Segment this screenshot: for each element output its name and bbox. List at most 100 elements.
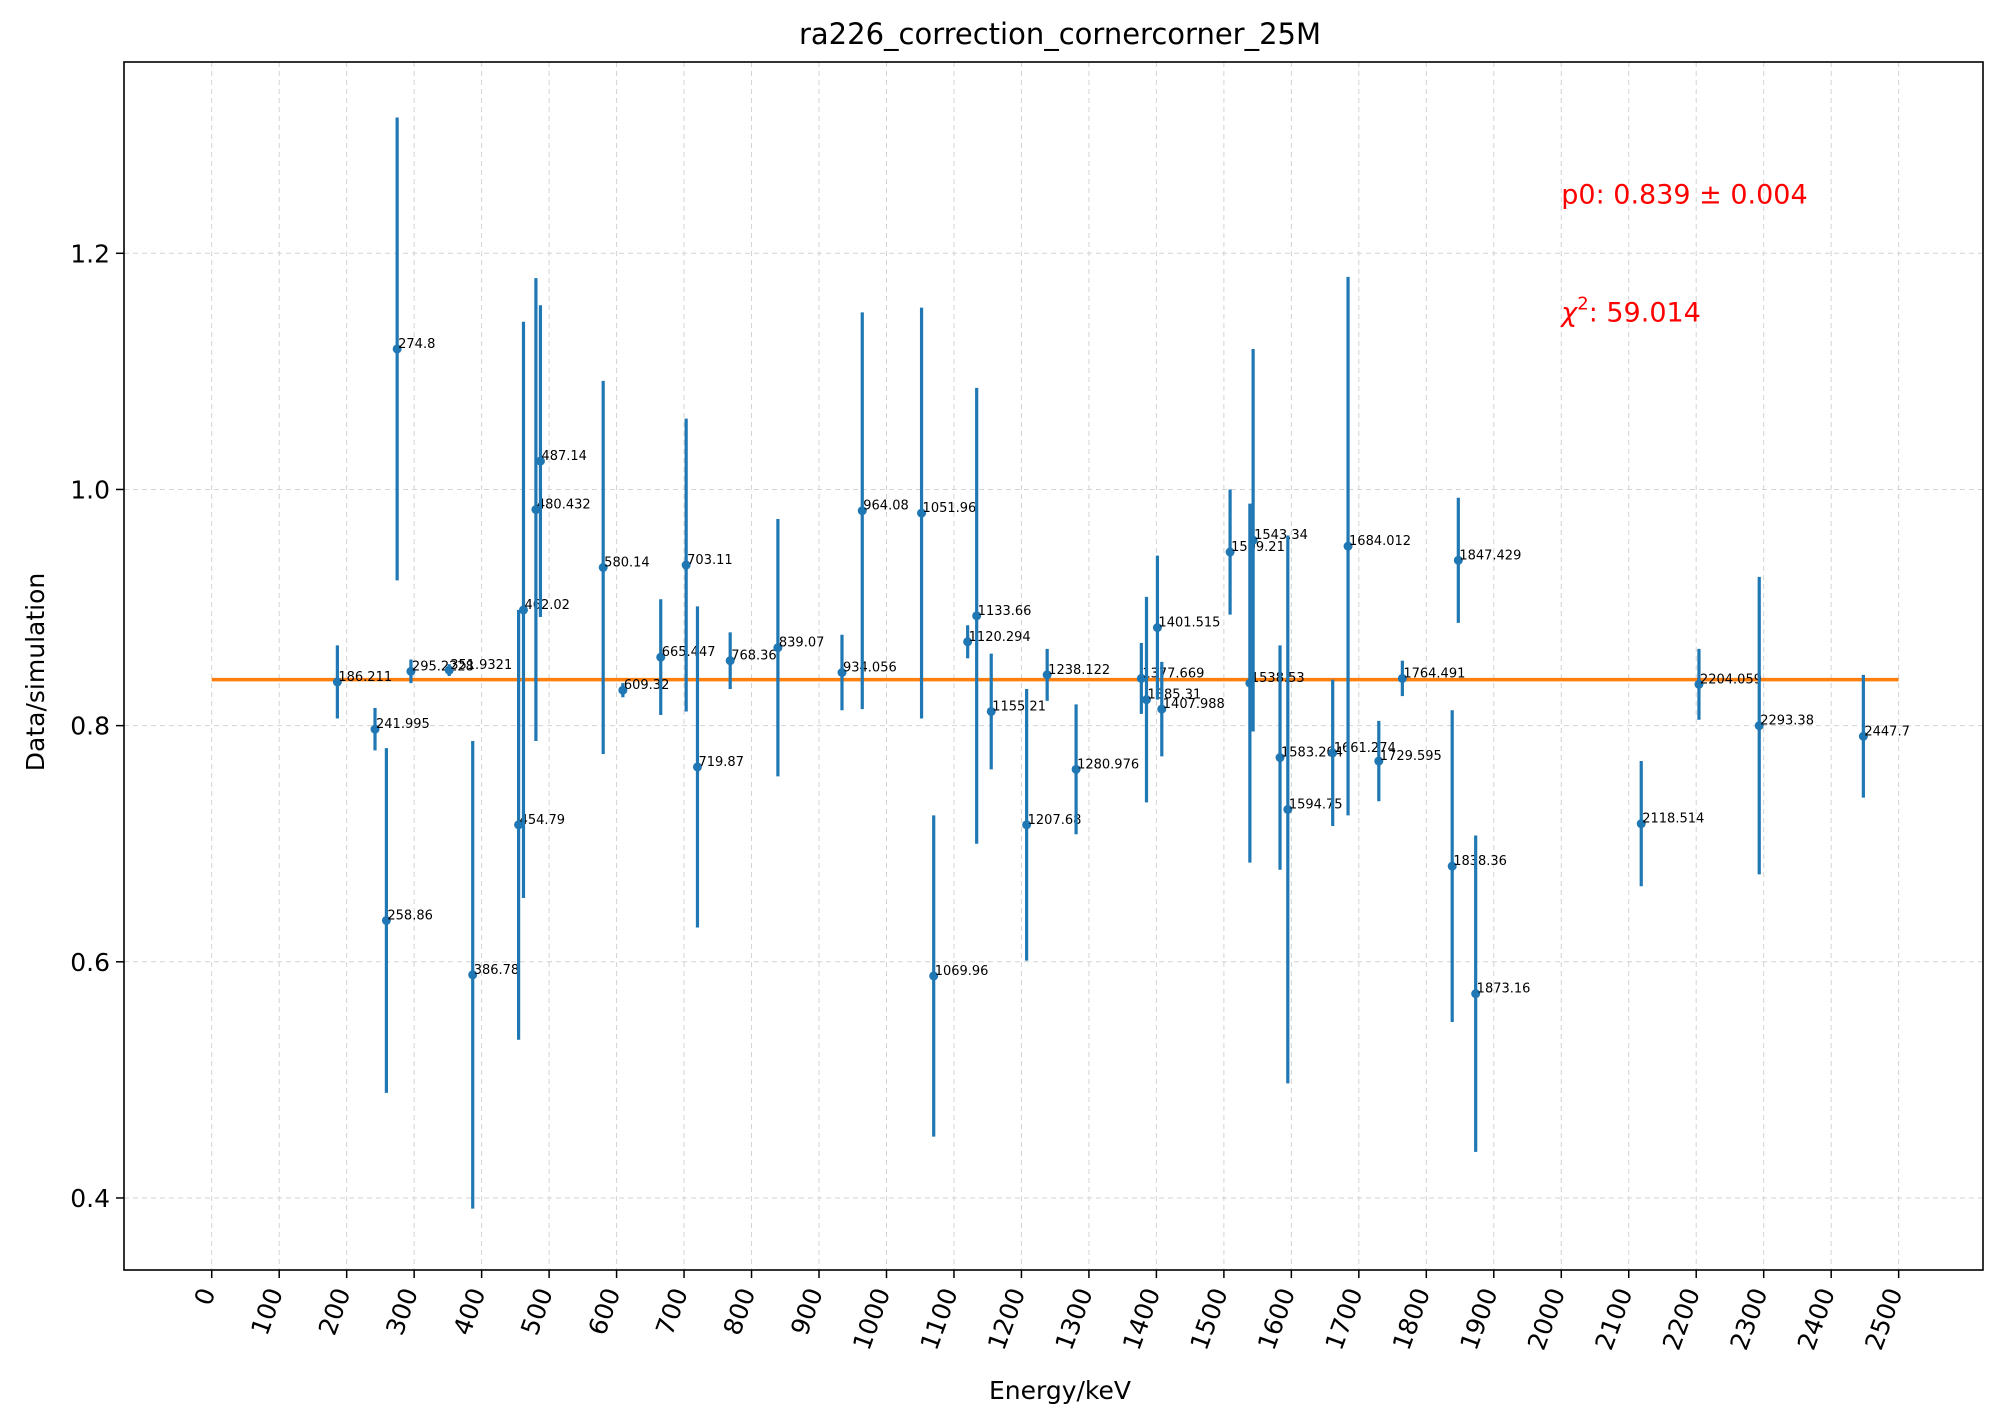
data-point bbox=[1022, 820, 1032, 830]
data-point bbox=[444, 665, 454, 675]
y-tick-label: 0.8 bbox=[70, 712, 110, 741]
point-label: 487.14 bbox=[541, 449, 587, 464]
point-label: 1847.429 bbox=[1459, 548, 1521, 563]
point-label: 480.432 bbox=[537, 498, 591, 513]
data-point bbox=[972, 611, 982, 621]
data-point bbox=[468, 970, 478, 980]
data-point bbox=[1248, 535, 1258, 545]
data-point bbox=[406, 666, 416, 676]
point-label: 1280.976 bbox=[1077, 757, 1139, 772]
point-label: 462.02 bbox=[524, 598, 570, 613]
data-point bbox=[1275, 753, 1285, 763]
data-point bbox=[518, 605, 528, 615]
data-point bbox=[656, 652, 666, 662]
y-axis-label: Data/simulation bbox=[21, 573, 50, 771]
data-point bbox=[1071, 764, 1081, 774]
data-point bbox=[929, 971, 939, 981]
data-point bbox=[917, 508, 927, 518]
point-label: 1594.75 bbox=[1289, 797, 1343, 812]
data-point bbox=[1343, 541, 1353, 551]
point-label: 839.07 bbox=[779, 636, 825, 651]
data-point bbox=[332, 677, 342, 687]
point-label: 186.211 bbox=[338, 670, 392, 685]
point-label: 964.08 bbox=[863, 499, 909, 514]
point-label: 1509.21 bbox=[1231, 540, 1285, 555]
data-point bbox=[1141, 695, 1151, 705]
y-tick-label: 1.0 bbox=[70, 475, 110, 504]
data-point bbox=[1283, 804, 1293, 814]
point-label: 1401.515 bbox=[1158, 616, 1220, 631]
point-label: 665.447 bbox=[662, 645, 716, 660]
point-label: 274.8 bbox=[398, 337, 435, 352]
data-point bbox=[1136, 673, 1146, 683]
point-label: 454.79 bbox=[520, 813, 566, 828]
data-point bbox=[1157, 704, 1167, 714]
data-point bbox=[1374, 756, 1384, 766]
point-label: 258.86 bbox=[387, 908, 433, 923]
data-point bbox=[1754, 721, 1764, 731]
data-point bbox=[1152, 623, 1162, 633]
point-label: 1377.669 bbox=[1142, 666, 1204, 681]
data-point bbox=[1447, 861, 1457, 871]
point-label: 1729.595 bbox=[1380, 749, 1442, 764]
grid bbox=[124, 62, 1983, 1270]
point-label: 351.9321 bbox=[450, 658, 512, 673]
point-label: 1069.96 bbox=[935, 964, 989, 979]
data-point bbox=[1453, 555, 1463, 565]
point-label: 2118.514 bbox=[1642, 812, 1704, 827]
point-label: 609.32 bbox=[624, 678, 670, 693]
plot-frame bbox=[123, 61, 1984, 1271]
point-label: 1120.294 bbox=[969, 630, 1031, 645]
point-label: 580.14 bbox=[604, 555, 650, 570]
chi-value: : 59.014 bbox=[1589, 297, 1701, 328]
point-label: 295.2228 bbox=[412, 659, 474, 674]
point-label: 1583.204 bbox=[1281, 746, 1343, 761]
data-point bbox=[1858, 731, 1868, 741]
chi-superscript: 2 bbox=[1577, 293, 1588, 314]
data-point bbox=[531, 505, 541, 515]
data-point bbox=[514, 820, 524, 830]
point-label: 2293.38 bbox=[1760, 714, 1814, 729]
y-tick-label: 0.4 bbox=[70, 1184, 110, 1213]
y-tick-label: 0.6 bbox=[70, 948, 110, 977]
data-point bbox=[986, 706, 996, 716]
point-label: 2447.7 bbox=[1864, 724, 1910, 739]
point-label: 2204.059 bbox=[1700, 672, 1762, 687]
data-point bbox=[692, 762, 702, 772]
data-point bbox=[1042, 670, 1052, 680]
data-point bbox=[725, 656, 735, 666]
point-label: 1873.16 bbox=[1477, 982, 1531, 997]
point-label: 1764.491 bbox=[1403, 666, 1465, 681]
point-label: 1238.122 bbox=[1048, 663, 1110, 678]
point-label: 1407.988 bbox=[1163, 697, 1225, 712]
data-point bbox=[392, 344, 402, 354]
data-point bbox=[618, 685, 628, 695]
data-point bbox=[837, 667, 847, 677]
point-label: 1684.012 bbox=[1349, 534, 1411, 549]
point-label: 241.995 bbox=[376, 717, 430, 732]
data-point bbox=[1397, 673, 1407, 683]
point-label: 934.056 bbox=[843, 660, 897, 675]
point-label: 1133.66 bbox=[978, 604, 1032, 619]
point-label: 1543.34 bbox=[1254, 528, 1308, 543]
point-label: 1207.68 bbox=[1028, 813, 1082, 828]
point-label: 703.11 bbox=[687, 553, 733, 568]
fit-parameter-annotation: p0: 0.839 ± 0.004 bbox=[1561, 179, 1807, 210]
data-point bbox=[535, 456, 545, 466]
data-point bbox=[1636, 819, 1646, 829]
chart-title: ra226_correction_cornercorner_25M bbox=[799, 17, 1321, 51]
data-point bbox=[598, 562, 608, 572]
chi-square-annotation: χ2: 59.014 bbox=[1559, 293, 1701, 328]
data-point bbox=[681, 560, 691, 570]
data-point bbox=[773, 643, 783, 653]
data-point bbox=[857, 506, 867, 516]
point-label: 1051.96 bbox=[923, 501, 977, 516]
chi-symbol: χ bbox=[1559, 297, 1578, 328]
point-label: 719.87 bbox=[698, 755, 744, 770]
point-label: 386.78 bbox=[474, 963, 519, 978]
data-point bbox=[1225, 547, 1235, 557]
data-point bbox=[370, 724, 380, 734]
fit-annotations: p0: 0.839 ± 0.004 χ2: 59.014 bbox=[1559, 179, 1807, 328]
